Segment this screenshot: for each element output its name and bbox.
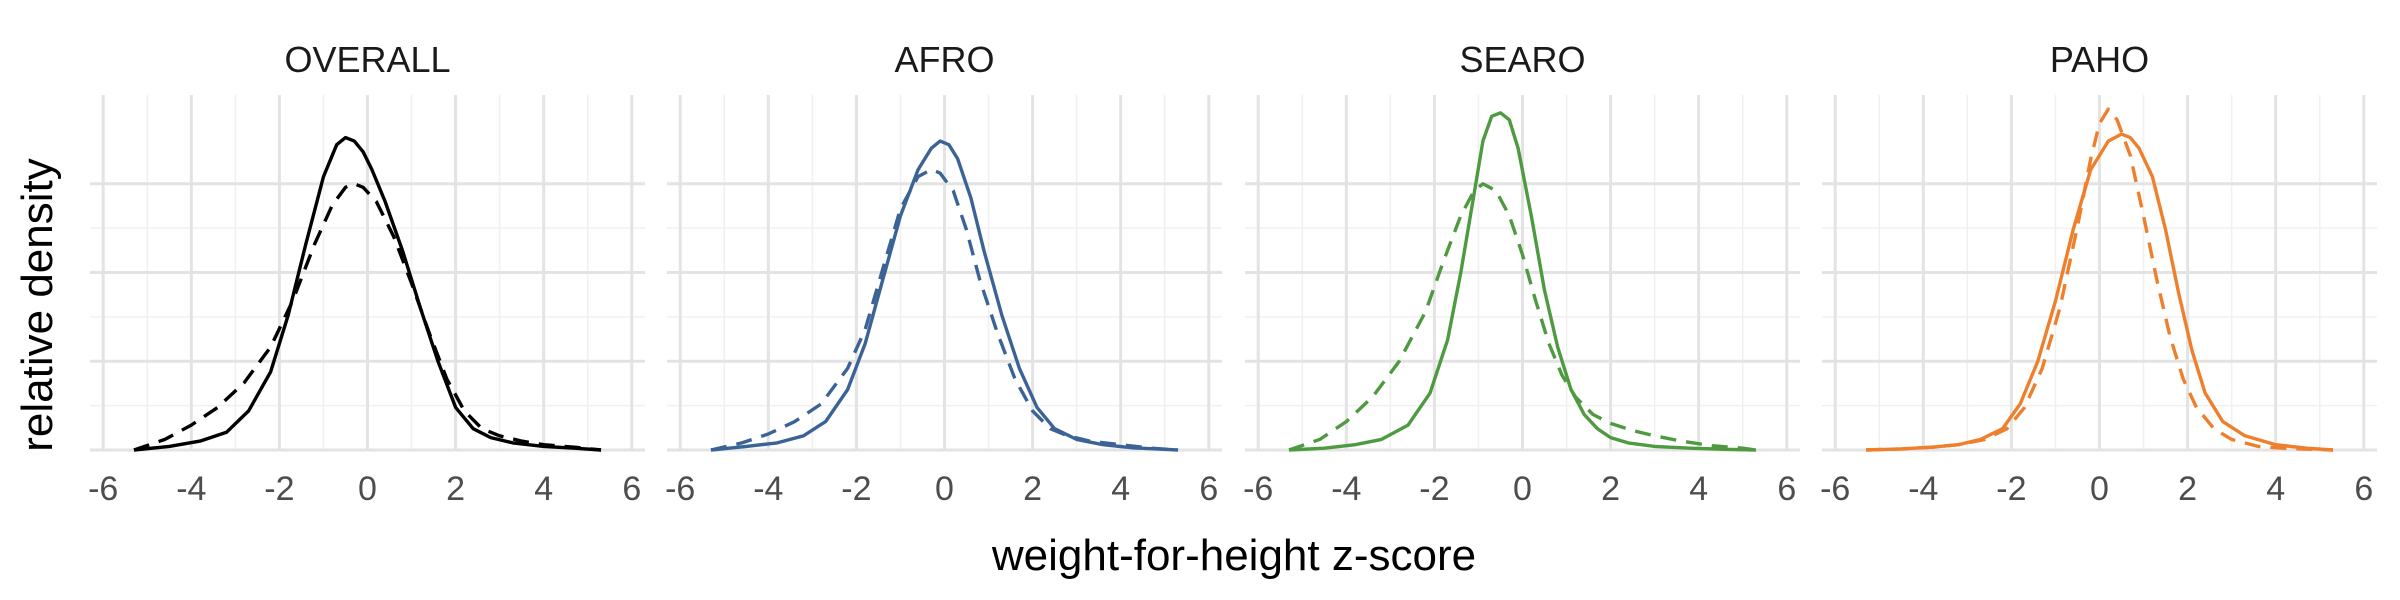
x-tick-label: 4 (1111, 470, 1130, 508)
x-tick-label: -6 (1243, 470, 1273, 508)
x-tick-label: 0 (935, 470, 954, 508)
x-tick-label: -4 (1331, 470, 1361, 508)
x-tick-label: -2 (264, 470, 294, 508)
panel-title-paho: PAHO (2050, 39, 2149, 80)
density-curve-dashed-overall (133, 182, 602, 452)
panel-title-overall: OVERALL (284, 39, 450, 80)
x-tick-label: 2 (446, 470, 465, 508)
density-curve-solid-overall (133, 135, 602, 452)
density-curve-dashed-paho (1865, 107, 2334, 452)
density-curve-solid-searo (1288, 111, 1757, 452)
x-tick-label: 4 (1689, 470, 1708, 508)
y-axis-title: relative density (13, 158, 62, 451)
density-curve-dashed-searo (1288, 182, 1757, 452)
panel-title-afro: AFRO (894, 39, 994, 80)
x-tick-label: 0 (2090, 470, 2109, 508)
x-tick-label: -6 (88, 470, 118, 508)
x-tick-label: 0 (358, 470, 377, 508)
density-curve-dashed-afro (710, 167, 1179, 452)
panel-paho: PAHO -6 -4 -2 0 2 4 6 (1820, 39, 2377, 508)
x-tick-label: -6 (665, 470, 695, 508)
x-tick-label: 2 (1023, 470, 1042, 508)
x-tick-label: 6 (1777, 470, 1796, 508)
x-tick-label: 4 (534, 470, 553, 508)
x-tick-label: -2 (1419, 470, 1449, 508)
x-axis-title: weight-for-height z-score (991, 531, 1476, 580)
x-tick-label: 4 (2266, 470, 2285, 508)
x-tick-label: 6 (2354, 470, 2373, 508)
x-tick-label: -4 (753, 470, 783, 508)
panel-overall: OVERALL -6 -4 -2 0 2 4 6 (88, 39, 645, 508)
x-tick-label: 2 (1601, 470, 1620, 508)
x-tick-label: -4 (1908, 470, 1938, 508)
x-tick-label: -2 (841, 470, 871, 508)
x-tick-label: 6 (622, 470, 641, 508)
x-tick-label: 0 (1513, 470, 1532, 508)
panel-afro: AFRO -6 -4 -2 0 2 4 6 (665, 39, 1222, 508)
x-tick-label: -2 (1996, 470, 2026, 508)
x-tick-label: 6 (1199, 470, 1218, 508)
x-tick-label: -6 (1820, 470, 1850, 508)
x-tick-label: -4 (176, 470, 206, 508)
facet-panels: OVERALL -6 -4 -2 0 2 4 6 AFRO -6 -4 -2 0 2 4 6 SEARO -6 -4… (88, 39, 2377, 508)
panel-searo: SEARO -6 -4 -2 0 2 4 6 (1243, 39, 1800, 508)
panel-title-searo: SEARO (1459, 39, 1585, 80)
x-tick-label: 2 (2178, 470, 2197, 508)
